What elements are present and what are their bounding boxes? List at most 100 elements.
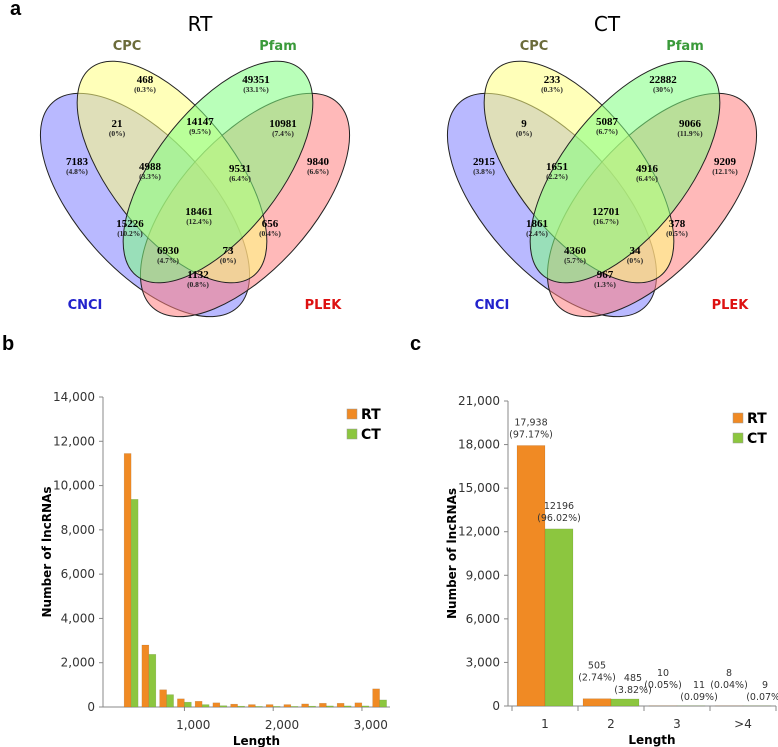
panel-label-c: c	[410, 333, 422, 355]
venn-region-count: 22882	[649, 74, 677, 86]
legend-label-rt: RT	[747, 411, 767, 427]
data-label-percent-ct: (0.07%)	[746, 692, 778, 703]
venn-region-count: 4360	[564, 245, 587, 257]
y-tick-label: 12,000	[458, 525, 500, 539]
venn-region-percent: (0%)	[220, 256, 237, 265]
venn-region-count: 34	[630, 245, 642, 257]
venn-region-count: 21	[112, 118, 123, 130]
venn-region-count: 5087	[596, 116, 619, 128]
data-label-count-ct: 11	[693, 680, 705, 691]
venn-region-percent: (0.4%)	[259, 229, 281, 238]
venn-set-pfam	[529, 60, 721, 284]
bar-rt	[354, 702, 363, 708]
bar-ct	[326, 705, 334, 708]
venn-region-percent: (5.7%)	[564, 256, 586, 265]
venn-region-percent: (3.8%)	[473, 167, 495, 176]
bar-rt	[123, 453, 132, 708]
bar-ct	[201, 704, 210, 708]
bar-rt	[141, 644, 150, 708]
y-tick-label: 10,000	[53, 479, 95, 493]
y-tick-label: 8,000	[61, 523, 95, 537]
y-axis-label: Number of lncRNAs	[445, 488, 459, 619]
venn-set-label-cpc: CPC	[520, 39, 549, 54]
bar-ct	[237, 705, 245, 708]
venn-region-percent: (6.6%)	[307, 167, 329, 176]
venn-region-count: 15226	[116, 218, 144, 230]
venn-region-percent: (0%)	[109, 129, 126, 138]
venn-region-percent: (0.3%)	[134, 85, 156, 94]
data-label-count-ct: 485	[624, 673, 642, 684]
venn-region-percent: (12.1%)	[712, 167, 738, 176]
data-label-percent-ct: (3.82%)	[614, 685, 652, 696]
x-axis-label: Length	[233, 734, 280, 747]
venn-region-percent: (4.8%)	[66, 167, 88, 176]
venn-set-label-pfam: Pfam	[259, 39, 297, 54]
y-tick-label: 18,000	[458, 438, 500, 452]
data-label-percent-ct: (96.02%)	[537, 513, 581, 524]
venn-diagram-rt: RT CPC Pfam CNCI PLEK 468(0.3%) 49351(33.1%) 21…	[39, 12, 351, 318]
x-axis-label: Length	[628, 733, 675, 747]
bar-rt	[265, 704, 274, 708]
x-tick-label: 3	[673, 717, 681, 731]
venn-region-percent: (30%)	[653, 85, 673, 94]
venn-region-count: 1132	[187, 269, 209, 281]
bar-ct	[308, 705, 316, 708]
y-tick-label: 0	[492, 699, 500, 713]
legend-label-rt: RT	[361, 407, 381, 423]
venn-region-count: 9066	[679, 118, 702, 130]
y-tick-label: 12,000	[53, 434, 95, 448]
data-label-count-ct: 9	[762, 680, 768, 691]
bar-ct	[148, 654, 157, 708]
venn-region-count: 1651	[546, 161, 568, 173]
venn-set-label-plek: PLEK	[712, 298, 750, 313]
x-tick-label: 2	[607, 717, 615, 731]
x-tick-label: 1,000	[176, 718, 210, 732]
venn-region-count: 967	[597, 269, 614, 281]
venn-title: RT	[188, 12, 213, 36]
data-label-percent-rt: (2.74%)	[578, 673, 616, 684]
legend-label-ct: CT	[361, 427, 381, 443]
bar-ct	[544, 528, 574, 707]
venn-region-count: 9209	[714, 156, 737, 168]
venn-region-percent: (0.8%)	[187, 280, 209, 289]
venn-region-count: 12701	[592, 206, 620, 218]
data-label-count-rt: 505	[588, 661, 606, 672]
data-label-percent-rt: (97.17%)	[509, 429, 553, 440]
bar-rt	[516, 445, 546, 707]
bar-rt	[230, 703, 238, 708]
venn-region-percent: (2.2%)	[546, 172, 568, 181]
y-tick-label: 4,000	[61, 611, 95, 625]
panel-label-b: b	[2, 333, 15, 355]
bar-rt	[194, 700, 203, 708]
legend-swatch-rt	[732, 412, 744, 424]
venn-region-percent: (33.1%)	[243, 85, 269, 94]
venn-region-count: 1861	[526, 218, 548, 230]
bar-ct	[343, 705, 352, 708]
y-tick-label: 6,000	[61, 567, 95, 581]
venn-region-count: 9531	[229, 163, 251, 175]
venn-region-count: 468	[137, 74, 154, 86]
chart-length-distribution: 0 2,000 4,000 6,000 8,000 10,000 12,000 14,000 N…	[40, 390, 390, 747]
venn-region-count: 7183	[66, 156, 89, 168]
venn-region-percent: (0.5%)	[666, 229, 688, 238]
venn-region-percent: (16.7%)	[593, 217, 619, 226]
venn-region-percent: (2.4%)	[526, 229, 548, 238]
venn-region-percent: (10.2%)	[117, 229, 143, 238]
venn-region-percent: (0.3%)	[541, 85, 563, 94]
venn-region-percent: (12.4%)	[186, 217, 212, 226]
y-tick-label: 21,000	[458, 394, 500, 408]
legend-label-ct: CT	[747, 431, 767, 447]
venn-region-percent: (4.7%)	[157, 256, 179, 265]
venn-region-percent: (0%)	[627, 256, 644, 265]
venn-region-count: 656	[262, 218, 279, 230]
venn-region-count: 18461	[185, 206, 213, 218]
bar-rt	[177, 698, 185, 708]
bar-ct	[184, 701, 192, 708]
venn-set-label-cpc: CPC	[113, 39, 142, 54]
x-tick-label: 1	[541, 717, 549, 731]
bar-rt	[319, 702, 327, 708]
venn-set-label-pfam: Pfam	[666, 39, 704, 54]
panel-label-a: a	[10, 0, 22, 20]
bar-rt	[248, 704, 256, 708]
